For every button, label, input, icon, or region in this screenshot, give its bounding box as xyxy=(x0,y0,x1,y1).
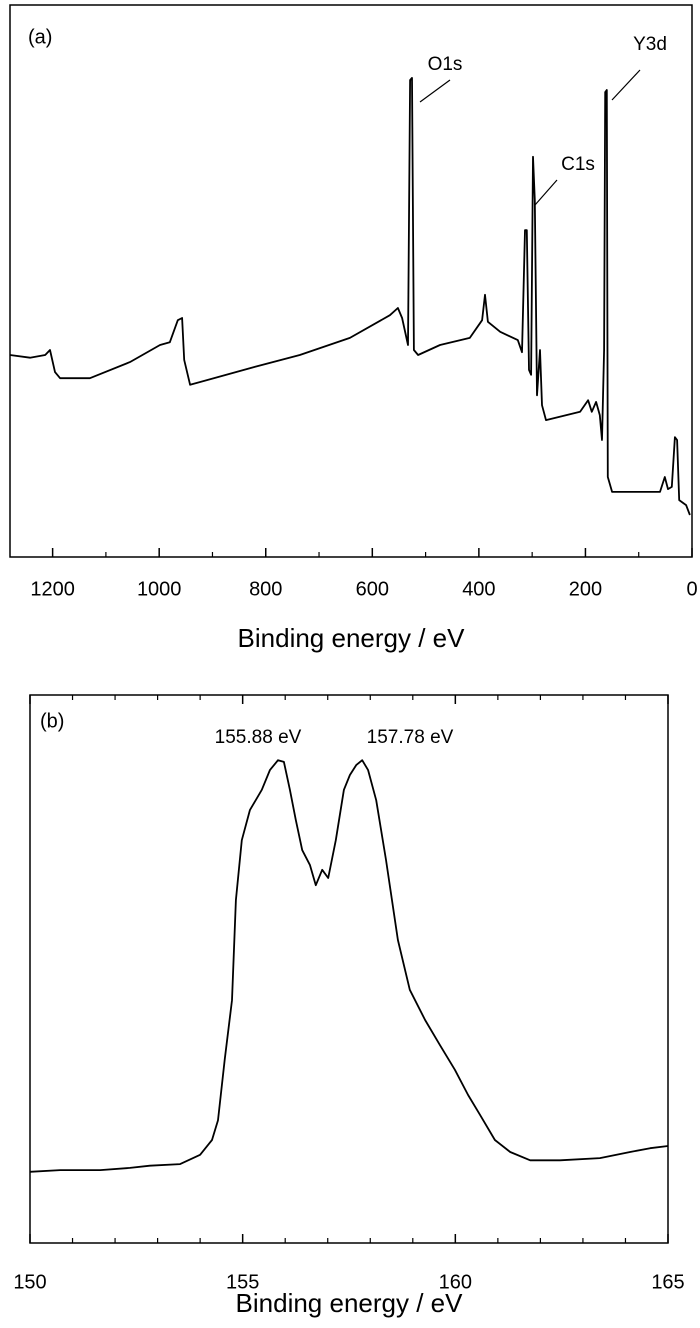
leader-line xyxy=(534,179,558,206)
panel-label: (b) xyxy=(40,710,64,732)
x-tick-label: 150 xyxy=(13,1271,46,1293)
spectrum-line xyxy=(9,77,691,516)
x-tick-label: 155 xyxy=(226,1271,259,1293)
leader-line xyxy=(611,69,641,101)
panel-label: (a) xyxy=(28,26,52,48)
x-tick-label: 0 xyxy=(686,578,697,600)
leader-line xyxy=(419,79,451,103)
x-tick-label: 1200 xyxy=(30,578,75,600)
x-tick-label: 400 xyxy=(462,578,495,600)
x-tick-label: 800 xyxy=(249,578,282,600)
x-tick-label: 200 xyxy=(569,578,602,600)
plot-frame xyxy=(9,4,693,558)
peak-label: 157.78 eV xyxy=(367,727,454,748)
peak-label: C1s xyxy=(561,154,595,175)
x-tick-label: 600 xyxy=(356,578,389,600)
peak-label: Y3d xyxy=(633,34,667,55)
peak-label: 155.88 eV xyxy=(215,727,302,748)
x-axis-title: Binding energy / eV xyxy=(236,1288,464,1318)
x-tick-label: 1000 xyxy=(137,578,182,600)
plot-frame xyxy=(29,694,669,1244)
spectrum-line xyxy=(29,759,669,1173)
x-tick-label: 165 xyxy=(651,1271,684,1293)
peak-label: O1s xyxy=(428,54,463,75)
x-tick-label: 160 xyxy=(439,1271,472,1293)
x-axis-title: Binding energy / eV xyxy=(238,623,466,653)
